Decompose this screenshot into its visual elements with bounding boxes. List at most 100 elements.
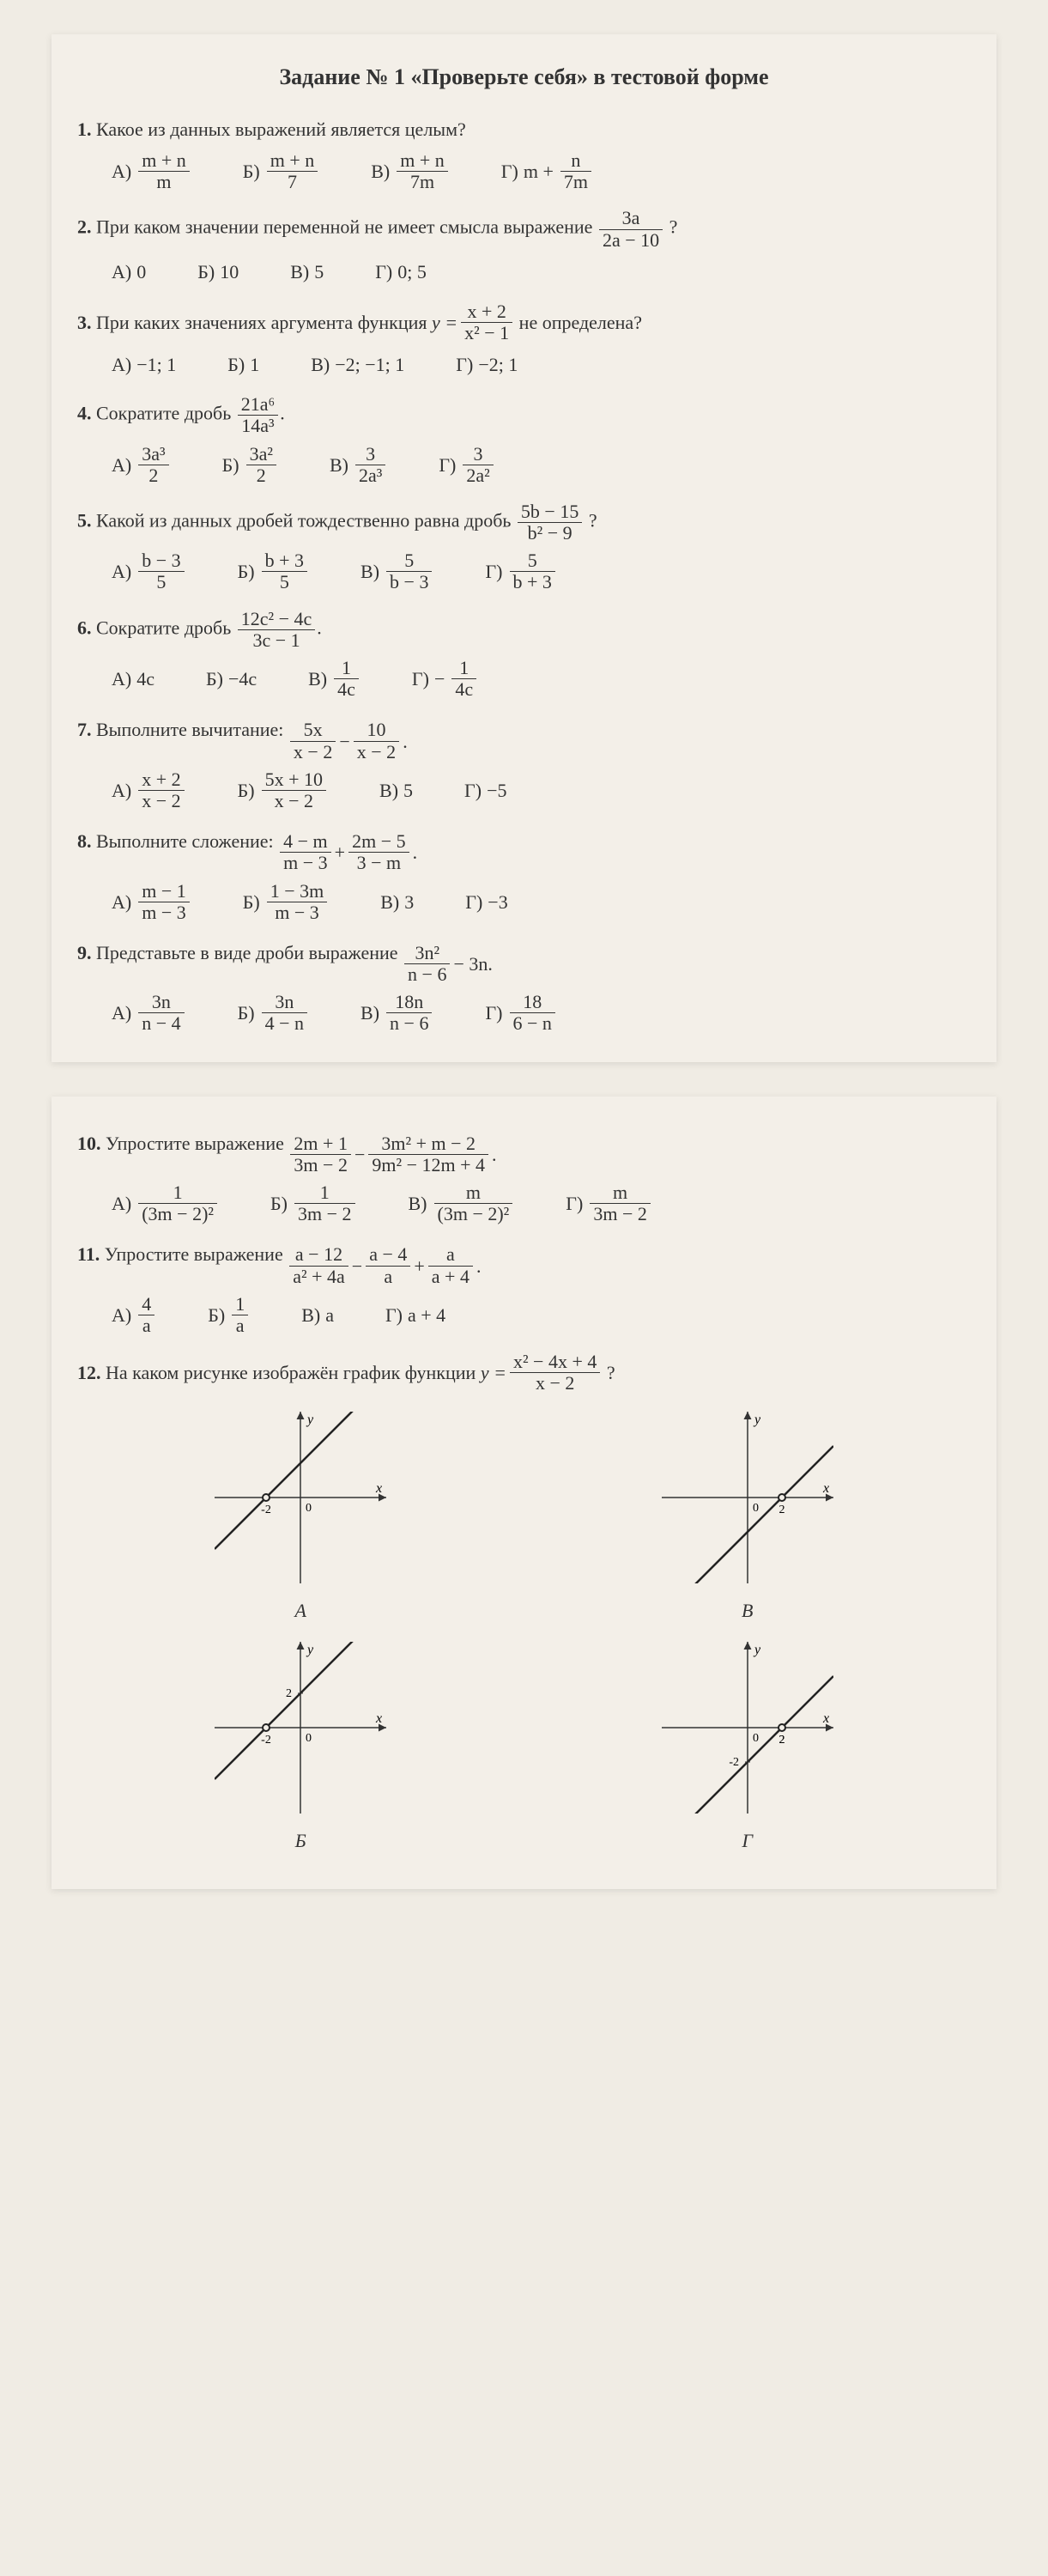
choice-label: А) bbox=[112, 1301, 131, 1329]
fraction: 3n4 − n bbox=[262, 992, 307, 1034]
hole-point bbox=[263, 1494, 270, 1501]
choice-text: −2; 1 bbox=[478, 350, 518, 379]
problem-text: Выполните сложение: bbox=[96, 830, 278, 852]
choice: Б)1 bbox=[227, 350, 259, 379]
choice: Б)10 bbox=[197, 258, 239, 286]
choice: В)18nn − 6 bbox=[360, 992, 433, 1034]
choice-label: В) bbox=[360, 999, 379, 1027]
choice-label: Б) bbox=[238, 557, 255, 586]
choice: В)a bbox=[301, 1301, 334, 1329]
choice-label: В) bbox=[380, 888, 399, 916]
choice: Г)0; 5 bbox=[375, 258, 427, 286]
problem: 11. Упростите выражение a − 12a² + 4a − … bbox=[77, 1240, 971, 1336]
problem: 2. При каком значении переменной не имее… bbox=[77, 208, 971, 285]
expression: a − 12a² + 4a − a − 4a + aa + 4. bbox=[288, 1244, 481, 1286]
fraction: m + n7m bbox=[397, 150, 448, 192]
fraction: m − 1m − 3 bbox=[138, 881, 190, 923]
choice: В)m + n7m bbox=[371, 150, 450, 192]
choice: А)1(3m − 2)² bbox=[112, 1182, 219, 1224]
op: + bbox=[414, 1252, 424, 1280]
fraction: 10x − 2 bbox=[354, 720, 399, 762]
tick-label: 2 bbox=[778, 1504, 784, 1516]
choice: Б)1a bbox=[208, 1294, 250, 1336]
choice-text: −5 bbox=[487, 776, 506, 805]
choice-label: В) bbox=[409, 1189, 427, 1218]
choice-label: А) bbox=[112, 1189, 131, 1218]
choice-label: В) bbox=[379, 776, 398, 805]
choice-label: А) bbox=[112, 557, 131, 586]
graph-row: x y 0 -22 Б x y 0 2-22 Г bbox=[77, 1642, 971, 1855]
fraction: 3a³2 bbox=[138, 444, 168, 486]
page-title: Задание № 1 «Проверьте себя» в тестовой … bbox=[77, 60, 971, 94]
choice-label: В) bbox=[301, 1301, 320, 1329]
fraction: 3a²2 bbox=[246, 444, 276, 486]
hole-point bbox=[778, 1724, 785, 1731]
graph-label: В bbox=[662, 1596, 833, 1625]
choice-label: В) bbox=[308, 665, 327, 693]
choice-text: −2; −1; 1 bbox=[335, 350, 404, 379]
problem-number: 3. bbox=[77, 312, 92, 333]
problem-number: 1. bbox=[77, 118, 92, 140]
fraction: 18nn − 6 bbox=[386, 992, 432, 1034]
choice-row: А)b − 35Б)b + 35В)5b − 3Г)5b + 3 bbox=[112, 550, 971, 592]
problem: 3. При каких значениях аргумента функция… bbox=[77, 301, 971, 379]
choice-row: А)4cБ)−4cВ)14cГ)− 14c bbox=[112, 658, 971, 700]
fraction: 2m − 53 − m bbox=[348, 831, 409, 873]
choice-label: Б) bbox=[243, 888, 260, 916]
choice: А)−1; 1 bbox=[112, 350, 176, 379]
choice: Б)3n4 − n bbox=[238, 992, 309, 1034]
op: + bbox=[335, 838, 345, 866]
choice-label: А) bbox=[112, 999, 131, 1027]
choice: Г)−3 bbox=[465, 888, 507, 916]
graph-box: x y 0 2 В bbox=[662, 1412, 833, 1625]
choice: А)3nn − 4 bbox=[112, 992, 186, 1034]
problem-tail: ? bbox=[664, 216, 677, 238]
choice-label: Г) bbox=[465, 888, 482, 916]
problem-text: Какое из данных выражений является целым… bbox=[96, 118, 466, 140]
choice-text: −4c bbox=[228, 665, 257, 693]
problem-number: 12. bbox=[77, 1362, 101, 1383]
axis-label-x: x bbox=[375, 1711, 382, 1726]
choice-label: А) bbox=[112, 451, 131, 479]
hole-point bbox=[778, 1494, 785, 1501]
axis-label-x: x bbox=[822, 1711, 829, 1726]
problem-text: Упростите выражение bbox=[105, 1243, 288, 1265]
choice-text: 10 bbox=[220, 258, 239, 286]
choice: В)m(3m − 2)² bbox=[409, 1182, 515, 1224]
op: . bbox=[476, 1252, 482, 1280]
hole-point bbox=[263, 1724, 270, 1731]
choice-label: Г) bbox=[385, 1301, 403, 1329]
fraction: 3a2a − 10 bbox=[599, 208, 663, 250]
graph-В: x y 0 2 bbox=[662, 1412, 833, 1583]
choice-text: −1; 1 bbox=[136, 350, 176, 379]
problem: 9. Представьте в виде дроби выражение 3n… bbox=[77, 939, 971, 1035]
choice-text: −3 bbox=[488, 888, 507, 916]
choice-row: А)1(3m − 2)²Б)13m − 2В)m(3m − 2)²Г)m3m −… bbox=[112, 1182, 971, 1224]
choice: Б)5x + 10x − 2 bbox=[238, 769, 328, 811]
choice: А)m − 1m − 3 bbox=[112, 881, 191, 923]
choice-text: 3 bbox=[404, 888, 414, 916]
axis-label-y: y bbox=[753, 1413, 761, 1427]
choice: Г)m + n7m bbox=[501, 150, 593, 192]
problem-text: Представьте в виде дроби выражение bbox=[96, 942, 403, 963]
choice-label: В) bbox=[371, 157, 390, 185]
fraction: 4a bbox=[138, 1294, 154, 1336]
problem-tail: ? bbox=[602, 1362, 615, 1383]
choice-label: Б) bbox=[222, 451, 239, 479]
problem: 10. Упростите выражение 2m + 13m − 2 − 3… bbox=[77, 1129, 971, 1225]
origin-label: 0 bbox=[306, 1732, 312, 1745]
choice-expr: − bbox=[434, 665, 445, 693]
problem-number: 6. bbox=[77, 617, 92, 638]
choice: Б)m + n7 bbox=[243, 150, 320, 192]
choice-label: Б) bbox=[238, 999, 255, 1027]
choice-label: А) bbox=[112, 776, 131, 805]
choice-label: В) bbox=[330, 451, 348, 479]
choice-label: Г) bbox=[439, 451, 456, 479]
choice: Б)−4c bbox=[206, 665, 257, 693]
expression: 4 − mm − 3 + 2m − 53 − m. bbox=[278, 831, 417, 873]
choice: В)5 bbox=[379, 776, 413, 805]
choice: Б)b + 35 bbox=[238, 550, 309, 592]
fraction: 186 − n bbox=[510, 992, 555, 1034]
choice: Б)1 − 3mm − 3 bbox=[243, 881, 330, 923]
fraction: 21a⁶14a³ bbox=[238, 394, 278, 436]
